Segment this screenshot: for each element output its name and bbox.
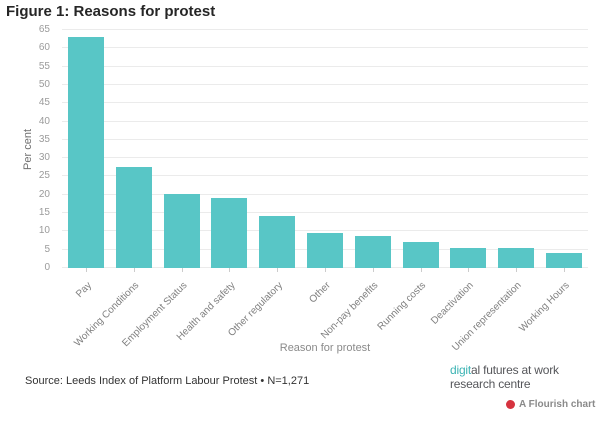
dfw-research-centre-logo: digital futures at work research centre (450, 363, 559, 392)
logo-line1-teal: digit (450, 363, 472, 377)
y-tick-label: 15 (38, 207, 50, 219)
bar-union-representation[interactable] (498, 247, 535, 268)
flourish-attribution-label: A Flourish chart (519, 399, 596, 410)
y-tick-label: 60 (38, 42, 50, 54)
gridline (62, 47, 588, 49)
bar-other[interactable] (306, 233, 343, 268)
x-tick-mark (372, 268, 374, 272)
gridline (62, 29, 588, 30)
x-label-slot: Non-pay benefits (319, 268, 397, 346)
bar-slot (205, 30, 253, 268)
x-tick-mark (564, 268, 566, 272)
flourish-attribution-link[interactable]: A Flourish chart (506, 399, 595, 410)
x-label-slot: Running costs (376, 268, 445, 346)
bar-pay[interactable] (67, 37, 104, 268)
bar-slot (492, 30, 540, 268)
bar-other-regulatory[interactable] (259, 216, 296, 268)
bar-running-costs[interactable] (402, 241, 439, 268)
x-axis-labels: Pay Working Conditions Employment Status He… (62, 268, 588, 353)
logo-line1-rest: al futures at work (471, 363, 559, 377)
x-label-slot: Other (301, 268, 349, 346)
x-tick-label: Other (307, 280, 333, 306)
x-axis-title: Reason for protest (279, 342, 371, 354)
x-label-slot: Working Conditions (73, 268, 158, 349)
bar-deactivation[interactable] (450, 248, 487, 268)
gridline (62, 175, 588, 177)
y-tick-label: 20 (38, 188, 50, 200)
x-tick-mark (133, 268, 135, 272)
bar-employment-status[interactable] (163, 193, 200, 268)
source-text: Source: Leeds Index of Platform Labour P… (25, 375, 310, 387)
y-tick-label: 5 (44, 243, 50, 255)
bar-slot (110, 30, 158, 268)
x-tick-mark (516, 268, 518, 272)
y-tick-label: 25 (38, 170, 50, 182)
y-tick-label: 50 (38, 78, 50, 90)
bars-row (62, 30, 588, 268)
x-tick-mark (229, 268, 231, 272)
x-tick-mark (277, 268, 279, 272)
bar-non-pay-benefits[interactable] (354, 235, 391, 268)
gridline (62, 102, 588, 104)
y-axis-ticks: 0 5 10 15 20 25 30 35 40 45 50 55 60 65 (0, 24, 57, 273)
logo-line1: digital futures at work (450, 363, 559, 378)
x-tick-mark (181, 268, 183, 272)
x-tick-mark (420, 268, 422, 272)
x-label-slot: Pay (62, 268, 110, 346)
gridline (62, 120, 588, 122)
x-tick-mark (468, 268, 470, 272)
bar-slot (301, 30, 349, 268)
x-tick-label: Pay (73, 280, 94, 300)
gridline (62, 230, 588, 232)
bar-slot (445, 30, 493, 268)
bar-slot (253, 30, 301, 268)
y-tick-label: 10 (38, 225, 50, 237)
logo-line2: research centre (450, 376, 531, 391)
bar-slot (62, 30, 110, 268)
plot-area (62, 29, 588, 268)
y-tick-label: 35 (38, 133, 50, 145)
gridline (62, 65, 588, 67)
bar-slot (349, 30, 397, 268)
gridline (62, 157, 588, 159)
gridline (62, 83, 588, 85)
gridline (62, 193, 588, 195)
bar-working-conditions[interactable] (115, 167, 152, 268)
chart-title: Figure 1: Reasons for protest (6, 3, 216, 20)
x-label-slot: Employment Status (120, 268, 206, 349)
y-tick-label: 55 (38, 60, 50, 72)
x-label-slot: Working Hours (517, 268, 588, 346)
flourish-logo-icon (506, 400, 515, 409)
bar-health-and-safety[interactable] (211, 197, 248, 268)
bar-slot (540, 30, 588, 268)
y-tick-label: 45 (38, 97, 50, 109)
x-label-slot: Health and safety (174, 268, 253, 346)
gridline (62, 212, 588, 214)
y-tick-label: 30 (38, 152, 50, 164)
y-tick-label: 65 (38, 24, 50, 35)
y-tick-label: 40 (38, 115, 50, 127)
bar-working-hours[interactable] (546, 252, 583, 268)
bar-slot (397, 30, 445, 268)
x-label-slot: Union representation (451, 268, 540, 353)
x-tick-mark (85, 268, 87, 272)
x-label-slot: Other regulatory (226, 268, 301, 346)
x-tick-mark (324, 268, 326, 272)
y-tick-label: 0 (44, 262, 50, 273)
bar-slot (158, 30, 206, 268)
x-label-slot: Deactivation (429, 268, 493, 346)
gridline (62, 138, 588, 140)
